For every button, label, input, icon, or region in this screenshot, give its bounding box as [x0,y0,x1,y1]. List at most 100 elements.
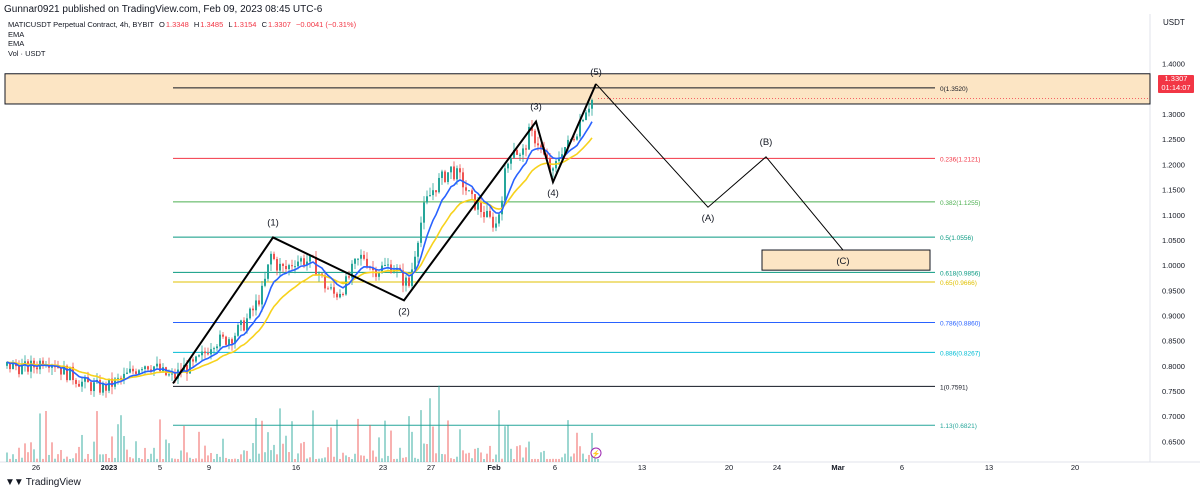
candle-body [456,168,458,180]
candle-body [366,258,368,268]
price-tick-label: 1.3000 [1162,110,1185,119]
volume-bar [576,432,578,462]
symbol-title[interactable]: MATICUSDT Perpetual Contract, 4h, BYBIT [8,20,154,29]
volume-bar [249,458,251,462]
candle-body [387,264,389,266]
indicator-ema-1[interactable]: EMA [8,29,25,39]
time-tick-label: 9 [207,463,211,472]
publish-info: Gunnar0921 published on TradingView.com,… [4,4,323,15]
fib-level-label: 0.786(0.8860) [940,321,980,328]
candle-body [126,372,128,374]
volume-bar [138,457,140,462]
candle-body [513,150,515,158]
corrective-wave-line[interactable] [595,83,844,251]
candle-body [357,258,359,260]
volume-bar [78,446,80,462]
open-label: O [158,20,165,29]
candle-body [177,369,179,379]
volume-bar [159,419,161,462]
resistance-zone[interactable] [4,73,1151,105]
price-tick-label: 0.7500 [1162,387,1185,396]
volume-bar [573,453,575,462]
volume-bar [30,442,32,462]
volume-bar [51,442,53,462]
volume-bar [177,458,179,462]
candle-body [216,346,218,349]
candle-body [99,379,101,393]
volume-bar [564,453,566,462]
candle-body [60,367,62,375]
time-tick-label: 13 [638,463,646,472]
candle-body [282,263,284,267]
candle-body [231,339,233,344]
volume-bar [438,385,440,462]
candle-body [78,383,80,387]
time-tick-label: 6 [553,463,557,472]
candle-body [174,373,176,379]
volume-bar [489,445,491,462]
candle-body [417,242,419,257]
candle-body [120,377,122,379]
volume-bar [585,458,587,462]
candle-body [246,318,248,331]
candle-body [195,356,197,362]
candle-body [156,363,158,367]
candle-body [108,378,110,391]
candle-body [243,320,245,331]
volume-bar [252,443,254,462]
volume-bar [18,447,20,462]
candle-body [63,365,65,375]
ema-slow-line[interactable] [6,137,593,381]
candle-body [264,278,266,286]
low-label: L [228,20,233,29]
candle-body [315,256,317,275]
candle-body [144,366,146,370]
candle-body [405,277,407,286]
candle-body [69,366,71,381]
volume-bar [144,447,146,462]
volume-bar [180,450,182,462]
impulse-wave-line[interactable] [172,83,597,385]
volume-bar [540,452,542,462]
chart-legend: MATICUSDT Perpetual Contract, 4h, BYBIT … [8,20,356,58]
volume-bar [345,455,347,462]
fib-level-label: 0.382(1.1255) [940,200,980,207]
volume-bar [453,458,455,462]
volume-bar [141,458,143,462]
volume-bar [444,454,446,462]
volume-bar [225,457,227,462]
volume-bar [291,421,293,462]
candle-body [342,293,344,295]
candle-body [465,187,467,191]
volume-bar [471,458,473,462]
candle-body [168,374,170,376]
volume-bar [441,453,443,462]
volume-bar [384,420,386,462]
volume-bar [102,454,104,462]
candle-body [132,368,134,372]
volume-bar [192,458,194,462]
indicator-ema-2[interactable]: EMA [8,39,25,48]
candle-body [477,202,479,210]
candle-body [75,380,77,384]
candle-body [81,381,83,387]
ema-fast-line[interactable] [6,121,593,386]
candle-body [207,353,209,355]
volume-bar [189,457,191,462]
indicator-volume[interactable]: Vol · USDT [8,48,46,58]
candle-body [420,222,422,243]
event-marker-icon[interactable] [590,447,602,459]
candle-body [429,195,431,197]
volume-bar [483,459,485,462]
target-zone[interactable] [761,249,931,271]
footer-brand[interactable]: ▼▼ TradingView [5,477,81,488]
candle-body [537,143,539,146]
time-tick-label: 26 [32,463,40,472]
volume-bar [282,443,284,462]
fib-level-label: 0(1.3520) [940,86,968,93]
candle-body [453,166,455,180]
volume-bar [534,458,536,462]
volume-bar [273,444,275,462]
volume-bar [66,456,68,462]
